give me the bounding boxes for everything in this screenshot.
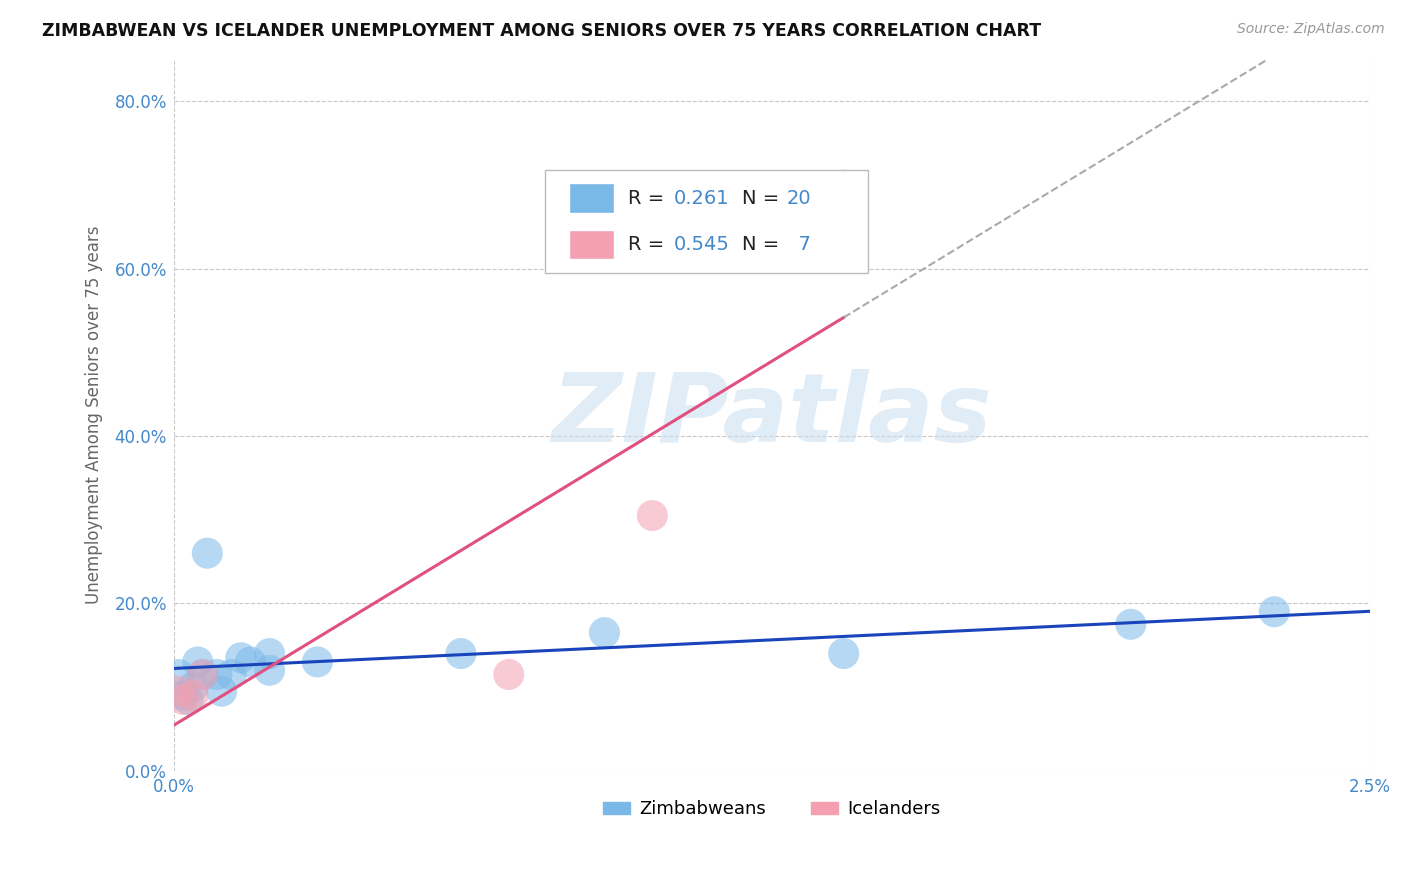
Text: Source: ZipAtlas.com: Source: ZipAtlas.com [1237, 22, 1385, 37]
Point [832, 647, 855, 661]
Point [167, 684, 190, 698]
Point [187, 655, 209, 669]
Point [191, 667, 214, 681]
Point [259, 663, 281, 677]
Text: R =: R = [628, 235, 671, 254]
Text: 7: 7 [786, 235, 811, 254]
Point [191, 667, 214, 681]
Text: N =: N = [742, 189, 786, 208]
Text: 0.261: 0.261 [673, 189, 730, 208]
Point [195, 546, 218, 560]
Point [211, 684, 233, 698]
Text: R =: R = [628, 189, 671, 208]
Point [307, 655, 329, 669]
Point [229, 650, 252, 665]
Point [1263, 605, 1285, 619]
Y-axis label: Unemployment Among Seniors over 75 years: Unemployment Among Seniors over 75 years [86, 226, 103, 605]
Text: 20: 20 [786, 189, 811, 208]
Text: 0.545: 0.545 [673, 235, 730, 254]
Point [498, 667, 520, 681]
Text: ZIMBABWEAN VS ICELANDER UNEMPLOYMENT AMONG SENIORS OVER 75 YEARS CORRELATION CHA: ZIMBABWEAN VS ICELANDER UNEMPLOYMENT AMO… [42, 22, 1042, 40]
Point [450, 647, 472, 661]
FancyBboxPatch shape [568, 229, 614, 260]
Point [641, 508, 664, 523]
Point [259, 647, 281, 661]
Point [181, 680, 204, 694]
Point [1119, 617, 1142, 632]
Text: N =: N = [742, 235, 786, 254]
Point [177, 692, 200, 706]
Legend: Zimbabweans, Icelanders: Zimbabweans, Icelanders [596, 793, 948, 826]
Point [239, 655, 262, 669]
Text: ZIPatlas: ZIPatlas [551, 368, 993, 462]
Point [167, 667, 190, 681]
Point [593, 625, 616, 640]
Point [205, 667, 228, 681]
Point [219, 667, 242, 681]
FancyBboxPatch shape [544, 169, 868, 273]
FancyBboxPatch shape [568, 184, 614, 213]
Point [181, 689, 204, 703]
Point [832, 178, 855, 192]
Point [172, 689, 194, 703]
Point [172, 692, 194, 706]
